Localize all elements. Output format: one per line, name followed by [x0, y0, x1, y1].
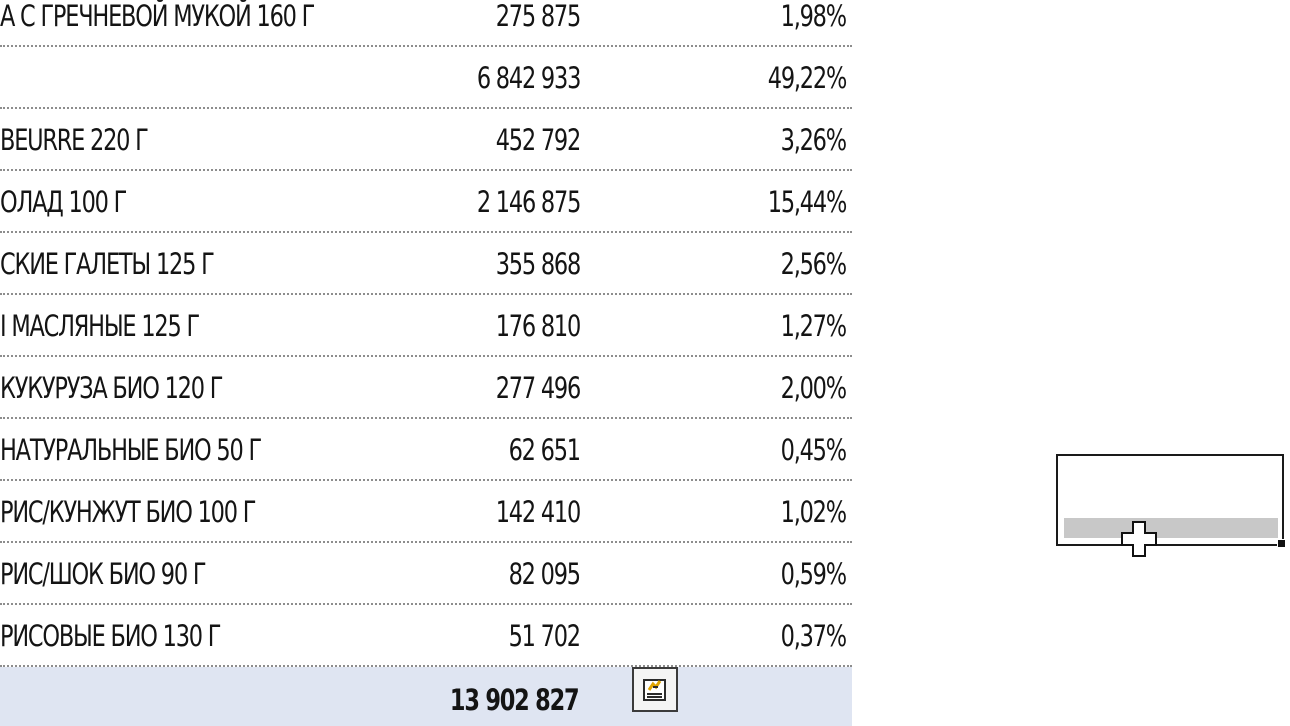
sales-value-cell[interactable]: 62 651 — [508, 433, 581, 467]
total-row[interactable]: 13 902 827 — [0, 667, 852, 726]
selected-cell-range[interactable] — [1056, 454, 1286, 548]
share-percent-cell[interactable]: 15,44% — [767, 185, 848, 219]
share-percent-cell[interactable]: 0,59% — [780, 557, 847, 591]
table-row[interactable]: СКИЕ ГАЛЕТЫ 125 Г 355 868 2,56% — [0, 233, 852, 295]
table-row[interactable]: РИСОВЫЕ БИО 130 Г 51 702 0,37% — [0, 605, 852, 667]
product-name-cell[interactable]: РИС/КУНЖУТ БИО 100 Г — [0, 495, 256, 529]
sales-value-cell[interactable]: 452 792 — [495, 123, 582, 157]
product-name-cell[interactable]: ОЛАД 100 Г — [0, 185, 127, 219]
sales-value-cell[interactable]: 355 868 — [495, 247, 582, 281]
fill-handle[interactable] — [1277, 539, 1286, 548]
sales-value-cell[interactable]: 176 810 — [495, 309, 582, 343]
sales-value-cell[interactable]: 142 410 — [495, 495, 582, 529]
table-row[interactable]: ОЛАД 100 Г 2 146 875 15,44% — [0, 171, 852, 233]
sales-value-cell[interactable]: 6 842 933 — [476, 61, 582, 95]
share-percent-cell[interactable]: 3,26% — [780, 123, 847, 157]
data-table: А С ГРЕЧНЕВОЙ МУКОЙ 160 Г 275 875 1,98% … — [0, 0, 852, 726]
product-name-cell[interactable]: НАТУРАЛЬНЫЕ БИО 50 Г — [0, 433, 262, 467]
quick-analysis-button[interactable] — [632, 667, 678, 712]
sales-value-cell[interactable]: 51 702 — [508, 619, 581, 653]
share-percent-cell[interactable]: 0,45% — [780, 433, 847, 467]
product-name-cell[interactable]: РИСОВЫЕ БИО 130 Г — [0, 619, 221, 653]
table-row[interactable]: А С ГРЕЧНЕВОЙ МУКОЙ 160 Г 275 875 1,98% — [0, 0, 852, 47]
share-percent-cell[interactable]: 0,37% — [780, 619, 847, 653]
share-percent-cell[interactable]: 2,00% — [780, 371, 847, 405]
share-percent-cell[interactable]: 1,02% — [780, 495, 847, 529]
product-name-cell[interactable]: І МАСЛЯНЫЕ 125 Г — [0, 309, 200, 343]
sales-value-cell[interactable]: 2 146 875 — [476, 185, 582, 219]
table-row[interactable]: РИС/КУНЖУТ БИО 100 Г 142 410 1,02% — [0, 481, 852, 543]
selection-highlight — [1064, 518, 1278, 538]
product-name-cell[interactable]: А С ГРЕЧНЕВОЙ МУКОЙ 160 Г — [0, 0, 315, 33]
share-percent-cell[interactable]: 2,56% — [780, 247, 847, 281]
table-row[interactable]: РИС/ШОК БИО 90 Г 82 095 0,59% — [0, 543, 852, 605]
sales-value-cell[interactable]: 82 095 — [508, 557, 581, 591]
share-percent-cell[interactable]: 49,22% — [767, 61, 848, 95]
product-name-cell[interactable]: КУКУРУЗА БИО 120 Г — [0, 371, 223, 405]
product-name-cell[interactable]: РИС/ШОК БИО 90 Г — [0, 557, 207, 591]
sales-value-cell[interactable]: 275 875 — [495, 0, 582, 33]
table-row[interactable]: BEURRE 220 Г 452 792 3,26% — [0, 109, 852, 171]
share-percent-cell[interactable]: 1,27% — [780, 309, 847, 343]
table-row[interactable]: 6 842 933 49,22% — [0, 47, 852, 109]
table-row[interactable]: НАТУРАЛЬНЫЕ БИО 50 Г 62 651 0,45% — [0, 419, 852, 481]
product-name-cell[interactable]: BEURRE 220 Г — [0, 123, 149, 157]
table-row[interactable]: КУКУРУЗА БИО 120 Г 277 496 2,00% — [0, 357, 852, 419]
total-value-cell[interactable]: 13 902 827 — [449, 683, 580, 717]
table-row[interactable]: І МАСЛЯНЫЕ 125 Г 176 810 1,27% — [0, 295, 852, 357]
share-percent-cell[interactable]: 1,98% — [780, 0, 847, 33]
quick-analysis-icon — [643, 679, 666, 701]
product-name-cell[interactable]: СКИЕ ГАЛЕТЫ 125 Г — [0, 247, 215, 281]
sales-value-cell[interactable]: 277 496 — [495, 371, 582, 405]
cell-select-cursor-icon — [1121, 521, 1157, 557]
